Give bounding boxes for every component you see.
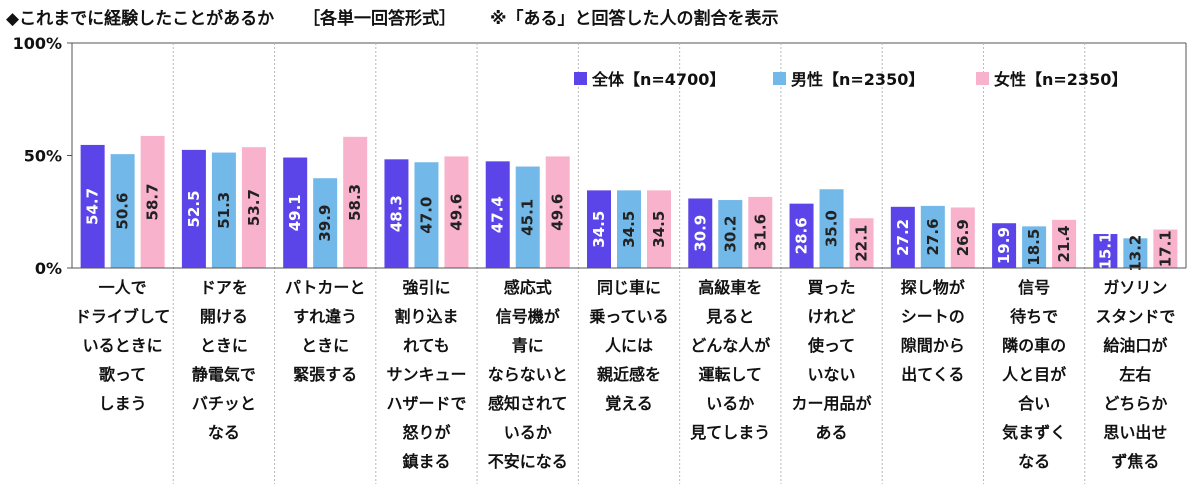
data-label-male: 50.6 <box>114 193 132 230</box>
data-label-female: 58.7 <box>144 183 162 220</box>
data-label-male: 34.5 <box>620 211 638 248</box>
data-label-total: 19.9 <box>995 227 1013 264</box>
data-label-total: 28.6 <box>793 217 811 254</box>
bar-male <box>211 152 236 268</box>
data-label-female: 34.5 <box>650 211 668 248</box>
bar-female <box>140 135 165 268</box>
x-tick-label: 感応式信号機が青にならないと感知されているか不安になる <box>488 278 568 471</box>
data-label-female: 22.1 <box>853 225 871 262</box>
bar-male <box>1022 226 1047 268</box>
legend-swatch-total <box>574 72 587 85</box>
bar-total <box>587 190 611 268</box>
bar-female <box>343 136 368 268</box>
x-tick-label: 一人でドライブしているときに歌ってしまう <box>75 278 171 413</box>
legend-swatch-female <box>976 72 989 85</box>
x-tick-label: パトカーとすれ違うときに緊張する <box>285 278 365 384</box>
data-label-total: 54.7 <box>84 188 102 225</box>
bar-male <box>515 166 540 268</box>
bar-female <box>444 156 469 268</box>
bar-female <box>1052 219 1077 268</box>
x-tick-label: ドアを開けるときに静電気でバチッとなる <box>192 278 256 442</box>
x-tick-label: ガソリンスタンドで給油口が左右どちらか思い出せず焦る <box>1095 278 1175 471</box>
data-label-male: 51.3 <box>215 192 233 229</box>
bar-total <box>283 157 308 268</box>
data-label-male: 13.2 <box>1126 235 1144 272</box>
chart-header: ◆これまでに経験したことがあるか ［各単一回答形式］ ※「ある」と回答した人の割… <box>0 4 1200 32</box>
data-label-male: 18.5 <box>1025 229 1043 266</box>
data-label-male: 35.0 <box>823 210 841 247</box>
x-tick-label: 買ったけれど使っていないカー用品がある <box>792 278 872 442</box>
data-label-total: 15.1 <box>1096 233 1114 270</box>
y-tick-label: 50% <box>24 147 62 166</box>
bar-male <box>617 190 641 268</box>
data-label-total: 47.4 <box>489 196 507 233</box>
data-label-female: 26.9 <box>954 219 972 256</box>
bar-female <box>748 196 773 268</box>
bar-total <box>992 223 1017 268</box>
bar-total <box>384 159 409 268</box>
data-label-total: 27.2 <box>894 219 912 256</box>
bar-male <box>819 189 844 268</box>
data-label-male: 47.0 <box>417 197 435 234</box>
data-label-male: 30.2 <box>721 216 739 253</box>
bar-female <box>950 207 975 268</box>
chart-title: ◆これまでに経験したことがあるか <box>6 9 275 29</box>
data-label-male: 45.1 <box>519 199 537 236</box>
data-label-total: 34.5 <box>590 211 608 248</box>
data-label-female: 17.1 <box>1156 230 1174 267</box>
bar-female <box>647 190 671 268</box>
x-tick-label: 信号待ちで隣の車の人と目が合い気まずくなる <box>1002 278 1066 471</box>
y-tick-label: 0% <box>35 259 62 278</box>
bar-total <box>890 206 915 268</box>
x-tick-label: 同じ車に乗っている人には親近感を覚える <box>589 278 668 413</box>
data-label-total: 30.9 <box>691 215 709 252</box>
data-label-total: 49.1 <box>286 194 304 231</box>
legend-swatch-male <box>773 72 786 85</box>
data-label-female: 58.3 <box>346 184 364 221</box>
bar-total <box>688 198 713 268</box>
bar-female <box>241 147 266 268</box>
bar-total <box>789 203 814 268</box>
legend-label-total: 全体【n=4700】 <box>591 70 725 89</box>
answer-format-label: ［各単一回答形式］ <box>303 9 456 29</box>
data-label-female: 49.6 <box>447 194 465 231</box>
bar-male <box>414 162 439 268</box>
data-label-female: 53.7 <box>245 189 263 226</box>
bar-male <box>1123 238 1148 268</box>
bar-male <box>110 154 135 268</box>
note-label: ※「ある」と回答した人の割合を表示 <box>490 9 779 29</box>
data-label-total: 52.5 <box>185 190 203 227</box>
bar-male <box>920 205 945 268</box>
legend-label-female: 女性【n=2350】 <box>994 70 1127 89</box>
legend-label-male: 男性【n=2350】 <box>791 70 924 89</box>
x-tick-label: 強引に割り込まれてもサンキューハザードで怒りが鎮まる <box>386 278 466 471</box>
bar-total <box>80 144 105 268</box>
bar-male <box>313 178 338 268</box>
data-label-female: 49.6 <box>549 194 567 231</box>
bar-total <box>181 149 206 268</box>
y-tick-label: 100% <box>13 34 62 53</box>
bar-total <box>485 161 510 268</box>
data-label-male: 27.6 <box>924 218 942 255</box>
bar-total <box>1093 234 1118 268</box>
bar-female <box>1153 229 1178 268</box>
bar-male <box>718 200 743 268</box>
bar-female <box>545 156 570 268</box>
data-label-total: 48.3 <box>387 195 405 232</box>
data-label-female: 31.6 <box>751 214 769 251</box>
x-tick-label: 高級車を見るとどんな人が運転しているか見てしまう <box>689 278 770 442</box>
data-label-female: 21.4 <box>1055 225 1073 262</box>
x-tick-label: 探し物がシートの隙間から出てくる <box>901 278 965 384</box>
bar-female <box>849 218 874 268</box>
data-label-male: 39.9 <box>316 205 334 242</box>
